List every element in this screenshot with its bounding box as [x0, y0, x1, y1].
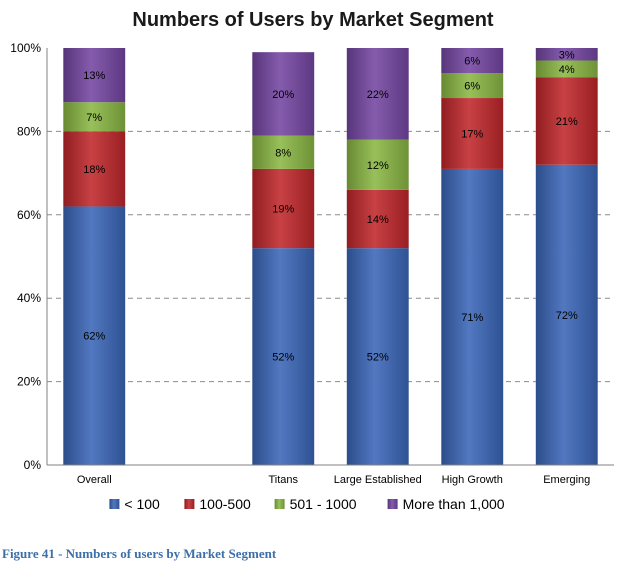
x-category-label: Large Established	[334, 474, 422, 486]
data-label: 6%	[464, 81, 480, 93]
data-label: 72%	[556, 310, 578, 322]
gridlines	[47, 130, 614, 383]
legend-label: More than 1,000	[403, 496, 505, 512]
bar-segment-high-growth-more-than-1-000	[441, 48, 504, 74]
y-tick-label: 60%	[17, 208, 41, 222]
bar-segment-large-established-100-500	[346, 189, 409, 249]
x-category-label: Titans	[268, 474, 298, 486]
bar-segment-large-established-more-than-1-000	[346, 48, 409, 140]
data-label: 52%	[272, 352, 294, 364]
data-label: 14%	[367, 214, 389, 226]
y-tick-label: 100%	[10, 41, 41, 55]
data-label: 21%	[556, 116, 578, 128]
bar-segment-titans-501-1000	[252, 135, 315, 169]
y-tick-label: 0%	[24, 458, 42, 472]
bar-segment-high-growth-100	[441, 168, 504, 465]
bar-segment-large-established-100	[346, 248, 409, 465]
bar-segment-overall-100-500	[63, 131, 126, 207]
data-label: 8%	[275, 147, 291, 159]
bar-segment-emerging-100-500	[535, 77, 598, 165]
bar-segment-overall-100	[63, 206, 126, 465]
bar-segment-titans-100-500	[252, 168, 315, 249]
data-label: 20%	[272, 89, 294, 101]
x-category-label: High Growth	[442, 474, 503, 486]
bar-segment-titans-100	[252, 248, 315, 465]
data-label: 4%	[559, 64, 575, 76]
data-label: 13%	[83, 70, 105, 82]
y-tick-label: 80%	[17, 124, 41, 138]
data-label: 19%	[272, 204, 294, 216]
bar-segment-overall-more-than-1-000	[63, 48, 126, 103]
bars: 62% 18% 7% 13% 52% 19% 8% 20% 52% 14% 12% 22% 71% 17%…	[63, 48, 598, 465]
data-label: 22%	[367, 89, 389, 101]
legend-swatch-501-1000	[274, 499, 285, 509]
x-category-label: Emerging	[543, 474, 590, 486]
legend-label: 501 - 1000	[290, 496, 357, 512]
data-label: 71%	[461, 312, 483, 324]
y-axis-ticks: 0% 20% 40% 60% 80% 100%	[10, 41, 41, 472]
bar-segment-high-growth-501-1000	[441, 73, 504, 99]
legend-label: 100-500	[199, 496, 251, 512]
legend-swatch-100	[109, 499, 120, 509]
legend-swatch-100-500	[184, 499, 195, 509]
data-label: 17%	[461, 128, 483, 140]
bar-segment-large-established-501-1000	[346, 139, 409, 190]
bar-segment-emerging-more-than-1-000	[535, 48, 598, 61]
data-label: 7%	[86, 112, 102, 124]
y-tick-label: 20%	[17, 375, 41, 389]
chart-title: Numbers of Users by Market Segment	[132, 9, 494, 31]
figure-caption: Figure 41 - Numbers of users by Market S…	[2, 546, 277, 561]
x-axis-categories: Overall Titans Large Established High Growt…	[77, 474, 590, 486]
legend-swatch-more-than-1-000	[387, 499, 398, 509]
axes	[46, 48, 614, 466]
data-label: 62%	[83, 331, 105, 343]
bar-segment-overall-501-1000	[63, 102, 126, 132]
bar-segment-emerging-501-1000	[535, 60, 598, 78]
data-label: 18%	[83, 164, 105, 176]
y-tick-label: 40%	[17, 291, 41, 305]
data-label: 3%	[559, 49, 575, 61]
bar-segment-high-growth-100-500	[441, 98, 504, 169]
bar-segment-titans-more-than-1-000	[252, 52, 315, 136]
data-label: 52%	[367, 352, 389, 364]
stacked-bar-chart: Numbers of Users by Market Segment 0% 20%…	[10, 9, 614, 512]
data-label: 12%	[367, 160, 389, 172]
bar-segment-emerging-100	[535, 164, 598, 465]
legend-label: < 100	[124, 496, 160, 512]
data-label: 6%	[464, 56, 480, 68]
legend: < 100 100-500 501 - 1000 More than 1,000	[109, 496, 505, 512]
x-category-label: Overall	[77, 474, 112, 486]
